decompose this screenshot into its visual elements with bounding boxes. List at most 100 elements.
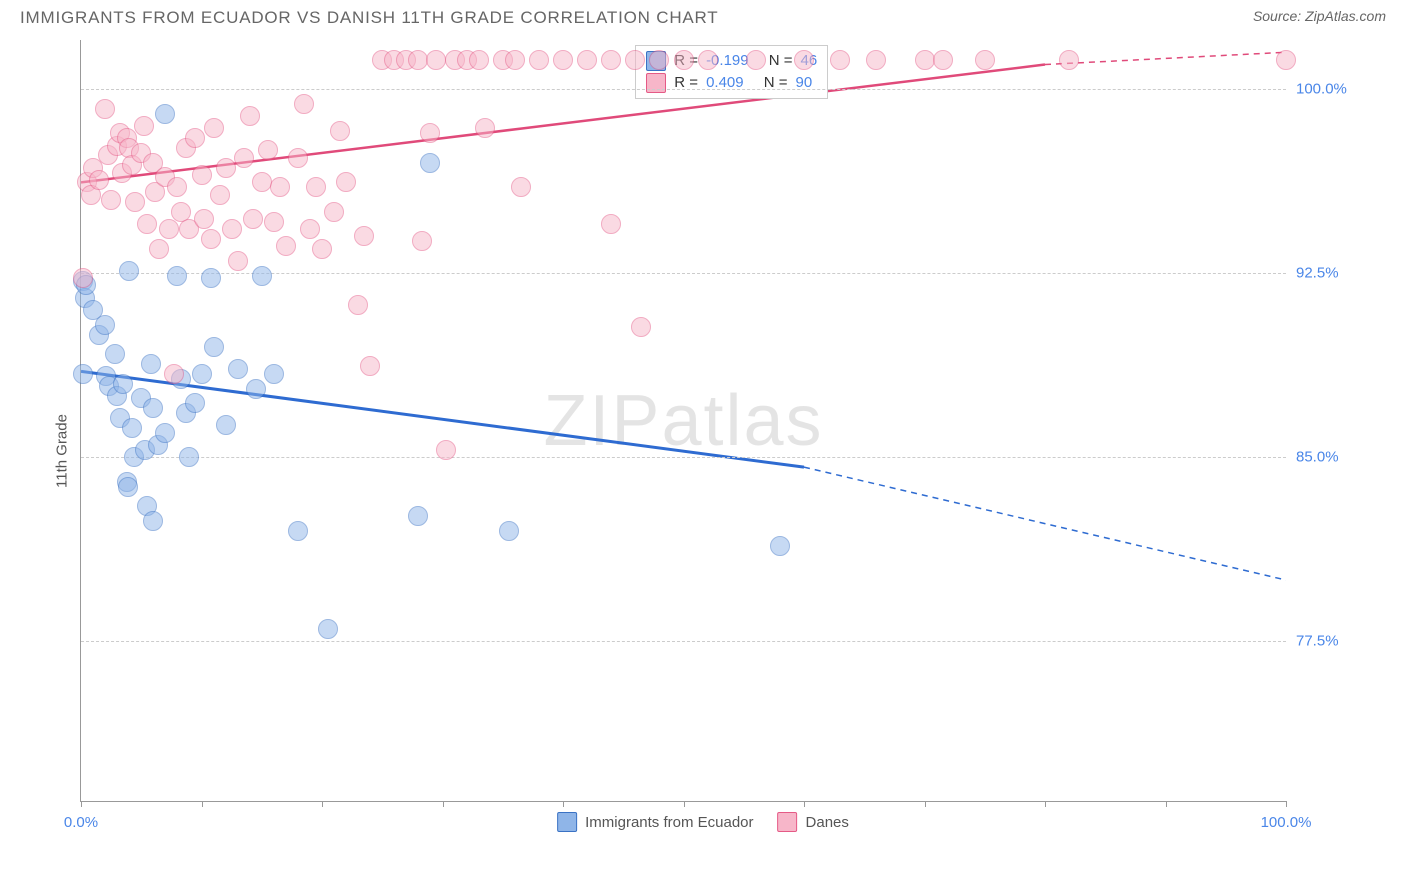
- scatter-point: [95, 99, 115, 119]
- legend-row-blue: R = -0.199 N = 46: [646, 50, 817, 72]
- scatter-point: [141, 354, 161, 374]
- scatter-point: [1276, 50, 1296, 70]
- scatter-point: [134, 116, 154, 136]
- scatter-point: [192, 165, 212, 185]
- scatter-point: [122, 418, 142, 438]
- scatter-point: [746, 50, 766, 70]
- x-tick: [925, 801, 926, 807]
- scatter-point: [625, 50, 645, 70]
- scatter-point: [529, 50, 549, 70]
- scatter-point: [185, 393, 205, 413]
- chart-title: IMMIGRANTS FROM ECUADOR VS DANISH 11TH G…: [20, 8, 719, 28]
- legend-row-pink: R = 0.409 N = 90: [646, 72, 817, 94]
- scatter-point: [915, 50, 935, 70]
- scatter-point: [185, 128, 205, 148]
- scatter-point: [300, 219, 320, 239]
- scatter-point: [408, 506, 428, 526]
- scatter-point: [243, 209, 263, 229]
- legend-label-danes: Danes: [806, 814, 849, 831]
- scatter-point: [412, 231, 432, 251]
- scatter-point: [252, 172, 272, 192]
- scatter-point: [270, 177, 290, 197]
- scatter-point: [143, 511, 163, 531]
- scatter-point: [1059, 50, 1079, 70]
- scatter-point: [89, 170, 109, 190]
- scatter-point: [194, 209, 214, 229]
- y-axis-label: 11th Grade: [53, 414, 70, 488]
- scatter-point: [159, 219, 179, 239]
- scatter-point: [426, 50, 446, 70]
- legend-item-danes: Danes: [778, 812, 849, 832]
- scatter-point: [360, 356, 380, 376]
- scatter-point: [698, 50, 718, 70]
- scatter-point: [475, 118, 495, 138]
- watermark: ZIPatlas: [543, 380, 823, 462]
- scatter-point: [674, 50, 694, 70]
- scatter-point: [179, 447, 199, 467]
- scatter-point: [420, 153, 440, 173]
- scatter-point: [252, 266, 272, 286]
- scatter-point: [276, 236, 296, 256]
- scatter-point: [866, 50, 886, 70]
- scatter-point: [119, 261, 139, 281]
- scatter-point: [118, 477, 138, 497]
- scatter-point: [155, 423, 175, 443]
- scatter-point: [577, 50, 597, 70]
- scatter-point: [264, 212, 284, 232]
- scatter-point: [234, 148, 254, 168]
- series-legend: Immigrants from Ecuador Danes: [557, 812, 849, 832]
- scatter-point: [192, 364, 212, 384]
- watermark-part-b: atlas: [661, 381, 823, 461]
- scatter-point: [95, 315, 115, 335]
- x-tick: [1286, 801, 1287, 807]
- scatter-point: [246, 379, 266, 399]
- y-tick-label: 100.0%: [1296, 81, 1376, 98]
- scatter-point: [505, 50, 525, 70]
- gridline: [81, 457, 1286, 458]
- x-tick-label: 100.0%: [1261, 814, 1312, 831]
- scatter-point: [73, 268, 93, 288]
- scatter-point: [408, 50, 428, 70]
- y-tick-label: 77.5%: [1296, 633, 1376, 650]
- legend-label-ecuador: Immigrants from Ecuador: [585, 814, 753, 831]
- scatter-point: [601, 50, 621, 70]
- scatter-point: [306, 177, 326, 197]
- plot-area: ZIPatlas R = -0.199 N = 46 R = 0.409 N =…: [80, 40, 1286, 802]
- scatter-point: [204, 118, 224, 138]
- x-tick: [81, 801, 82, 807]
- scatter-point: [830, 50, 850, 70]
- scatter-point: [105, 344, 125, 364]
- scatter-point: [155, 104, 175, 124]
- scatter-point: [164, 364, 184, 384]
- scatter-point: [125, 192, 145, 212]
- scatter-point: [631, 317, 651, 337]
- n-label-blue: N =: [769, 50, 793, 72]
- scatter-point: [294, 94, 314, 114]
- scatter-point: [511, 177, 531, 197]
- scatter-point: [794, 50, 814, 70]
- scatter-point: [113, 374, 133, 394]
- scatter-point: [318, 619, 338, 639]
- watermark-part-a: ZIP: [543, 381, 661, 461]
- x-tick: [322, 801, 323, 807]
- scatter-point: [201, 268, 221, 288]
- scatter-point: [204, 337, 224, 357]
- scatter-point: [975, 50, 995, 70]
- scatter-point: [436, 440, 456, 460]
- legend-item-ecuador: Immigrants from Ecuador: [557, 812, 753, 832]
- chart-container: 11th Grade ZIPatlas R = -0.199 N = 46 R …: [20, 40, 1386, 862]
- source-attribution: Source: ZipAtlas.com: [1253, 8, 1386, 24]
- scatter-point: [143, 398, 163, 418]
- scatter-point: [216, 158, 236, 178]
- scatter-point: [354, 226, 374, 246]
- n-value-pink: 90: [796, 72, 813, 94]
- scatter-point: [348, 295, 368, 315]
- scatter-point: [420, 123, 440, 143]
- x-tick-label: 0.0%: [64, 814, 98, 831]
- scatter-point: [258, 140, 278, 160]
- scatter-point: [770, 536, 790, 556]
- n-label-pink: N =: [764, 72, 788, 94]
- scatter-point: [149, 239, 169, 259]
- r-label-pink: R =: [674, 72, 698, 94]
- swatch-blue-icon: [557, 812, 577, 832]
